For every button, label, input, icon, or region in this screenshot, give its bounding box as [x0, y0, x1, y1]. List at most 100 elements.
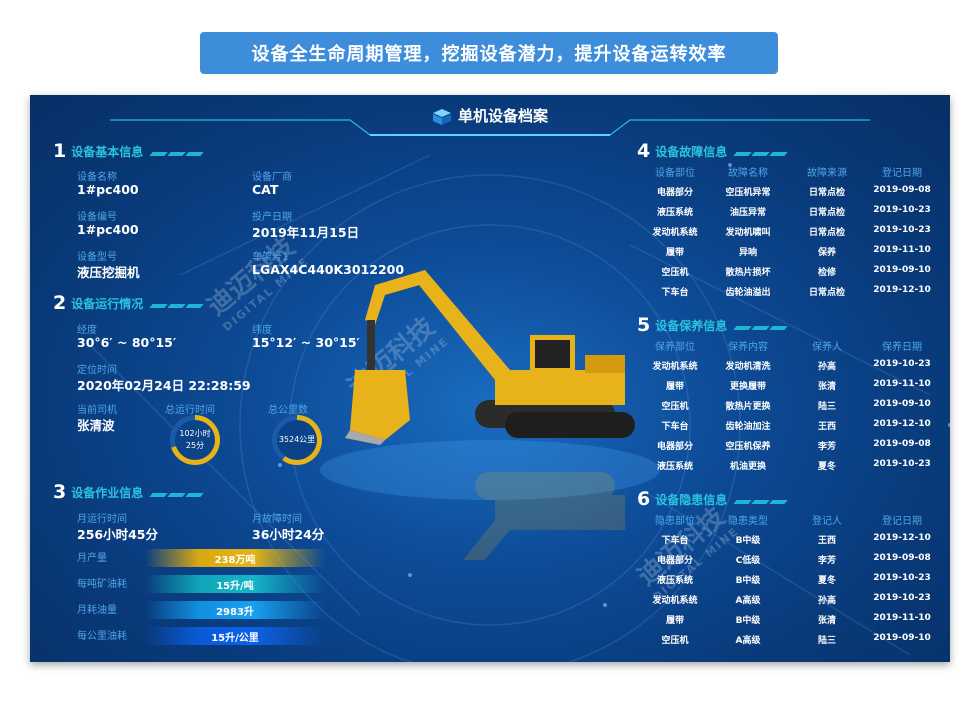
table-cell: 发动机系统 — [652, 362, 698, 372]
table-cell: 李芳 — [817, 442, 836, 452]
excavator-image — [345, 270, 635, 560]
table-cell: 电器部分 — [656, 442, 693, 452]
table-cell: 发动机系统 — [652, 228, 698, 238]
section-number: 6 — [637, 488, 651, 510]
longitude-value: 30°6′ ~ 80°15′ — [77, 335, 177, 350]
table-cell: A高级 — [735, 636, 761, 646]
table-cell: 2019-11-10 — [873, 379, 931, 389]
longitude-label: 经度 — [77, 325, 97, 336]
table-cell: 日常点检 — [808, 208, 845, 218]
table-cell: 空压机 — [661, 636, 689, 646]
table-cell: 日常点检 — [808, 288, 845, 298]
table-cell: 保养 — [817, 248, 836, 258]
total-run-time-hours: 102小时 — [179, 429, 211, 438]
table-cell: 2019-09-10 — [873, 399, 931, 409]
table-cell: 液压系统 — [656, 208, 693, 218]
column-header: 登记日期 — [882, 168, 922, 179]
column-header: 隐患类型 — [728, 516, 768, 527]
total-run-time-minutes: 25分 — [185, 441, 205, 450]
device-name-value: 1#pc400 — [77, 182, 139, 197]
table-cell: B中级 — [735, 616, 761, 626]
total-run-time-ring: 102小时 25分 — [170, 415, 220, 465]
latitude-value: 15°12′ ~ 30°15′ — [252, 335, 360, 350]
column-header: 登记日期 — [882, 516, 922, 527]
section-header-maintenance: 5 设备保养信息 — [637, 314, 788, 336]
table-cell: 2019-10-23 — [873, 225, 931, 235]
total-km-ring: 3524公里 — [272, 415, 322, 465]
maker-label: 设备厂商 — [252, 172, 292, 183]
device-model-value: 液压挖掘机 — [77, 265, 140, 280]
table-cell: 孙高 — [817, 596, 836, 606]
section-title: 设备隐患信息 — [655, 492, 728, 507]
month-run-time-value: 256小时45分 — [77, 527, 158, 542]
section-title: 设备基本信息 — [71, 144, 144, 159]
bar-label: 月耗油量 — [77, 605, 117, 616]
table-cell: B中级 — [735, 576, 761, 586]
column-header: 保养日期 — [882, 342, 922, 353]
table-cell: 履带 — [665, 616, 684, 626]
position-time-value: 2020年02月24日 22:28:59 — [77, 378, 251, 393]
table-cell: 发动机系统 — [652, 596, 698, 606]
table-cell: 检修 — [817, 268, 836, 278]
latitude-label: 纬度 — [252, 325, 272, 336]
fuel-per-ton-bar: 15升/吨 — [145, 575, 325, 593]
table-cell: 张清 — [817, 616, 836, 626]
fuel-per-km-bar: 15升/公里 — [145, 627, 325, 645]
table-cell: 电器部分 — [656, 188, 693, 198]
table-cell: 散热片损坏 — [725, 268, 771, 278]
table-cell: 发动机清洗 — [725, 362, 771, 372]
table-cell: 机油更换 — [729, 462, 766, 472]
bar-label: 每吨矿油耗 — [77, 579, 127, 590]
month-fault-time-value: 36小时24分 — [252, 527, 325, 542]
section-number: 3 — [53, 481, 67, 503]
table-cell: 下车台 — [661, 422, 689, 432]
table-cell: 2019-12-10 — [873, 285, 931, 295]
total-km-label: 总公里数 — [268, 405, 308, 416]
table-cell: 2019-12-10 — [873, 419, 931, 429]
dash-decoration — [149, 304, 204, 308]
monthly-fuel-bar: 2983升 — [145, 601, 325, 619]
section-number: 1 — [53, 140, 67, 162]
table-cell: 2019-10-23 — [873, 359, 931, 369]
dash-decoration — [733, 326, 788, 330]
frame-number-value: LGAX4C440K3012200 — [252, 262, 405, 277]
table-cell: 更换履带 — [729, 382, 766, 392]
column-header: 保养内容 — [728, 342, 768, 353]
table-cell: 电器部分 — [656, 556, 693, 566]
total-km-value: 3524公里 — [278, 435, 316, 444]
table-cell: B中级 — [735, 536, 761, 546]
table-cell: 2019-10-23 — [873, 205, 931, 215]
table-cell: 2019-09-08 — [873, 439, 931, 449]
title-frame — [110, 119, 870, 136]
table-cell: 2019-10-23 — [873, 573, 931, 583]
table-cell: 王西 — [817, 536, 836, 546]
table-cell: 王西 — [817, 422, 836, 432]
table-cell: 孙高 — [817, 362, 836, 372]
table-cell: 夏冬 — [817, 576, 836, 586]
table-cell: 日常点检 — [808, 228, 845, 238]
table-cell: 齿轮油加注 — [725, 422, 771, 432]
table-cell: 李芳 — [817, 556, 836, 566]
panel-title-text: 单机设备档案 — [457, 107, 548, 125]
table-cell: 2019-09-10 — [873, 265, 931, 275]
column-header: 故障来源 — [807, 168, 847, 179]
table-cell: 空压机 — [661, 268, 689, 278]
column-header: 保养人 — [812, 342, 842, 353]
bar-label: 月产量 — [77, 553, 107, 564]
table-cell: 发动机啸叫 — [725, 228, 771, 238]
table-cell: 下车台 — [661, 536, 689, 546]
dash-decoration — [149, 152, 204, 156]
maker-value: CAT — [252, 182, 279, 197]
table-cell: 陆三 — [817, 636, 836, 646]
table-cell: 油压异常 — [729, 208, 766, 218]
table-cell: 空压机保养 — [725, 442, 771, 452]
section-header-fault: 4 设备故障信息 — [637, 140, 788, 162]
section-header-work: 3 设备作业信息 — [53, 481, 204, 503]
section-title: 设备故障信息 — [655, 144, 728, 159]
driver-label: 当前司机 — [77, 405, 117, 416]
panel-title: 单机设备档案 — [30, 105, 950, 126]
table-cell: 液压系统 — [656, 576, 693, 586]
table-cell: 2019-09-08 — [873, 185, 931, 195]
equipment-dashboard: 单机设备档案 迪迈科技 DIGITAL MINE 迪迈科技 DIGITAL MINE… — [30, 95, 950, 662]
table-cell: 下车台 — [661, 288, 689, 298]
